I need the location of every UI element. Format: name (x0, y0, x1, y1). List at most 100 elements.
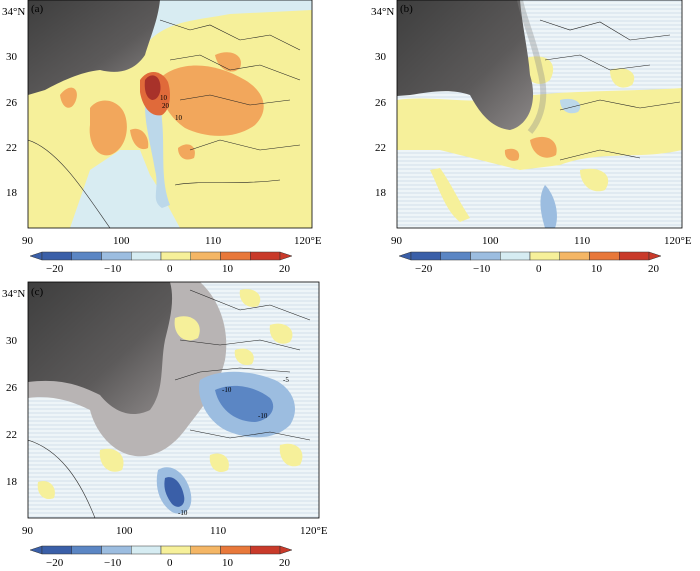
colorbar-swatch (529, 251, 560, 261)
panel-a-peak-cell (144, 75, 161, 100)
panel-a-contour-label: 20 (162, 102, 170, 110)
panel-a-colorbar: −20 −10 0 10 20 (29, 251, 293, 275)
panel-b: (b) 34°N 30 26 22 18 90 100 110 120°E −2… (371, 0, 692, 275)
panel-b-positive-cell (504, 148, 520, 161)
panel-b-positive-cell (580, 168, 609, 192)
colorbar-extend-high (279, 251, 293, 261)
panel-c-strong-negative (215, 385, 274, 422)
colorbar-tick: −20 (415, 263, 433, 275)
colorbar-extend-high (279, 545, 293, 555)
panel-a-positive-cell (89, 100, 127, 156)
colorbar-swatch (220, 251, 251, 261)
panel-b-positive-cell (530, 136, 557, 158)
panel-a-lat-tick: 30 (6, 51, 18, 63)
panel-b-tag: (b) (400, 3, 413, 15)
panel-c-lat-tick: 30 (6, 335, 18, 347)
colorbar-tick: 20 (648, 263, 660, 275)
panel-b-positive-area (397, 88, 682, 170)
panel-c-positive-cell (279, 443, 303, 467)
panel-c-lon-tick: 90 (22, 525, 34, 537)
colorbar-swatch (410, 251, 441, 261)
panel-c-lat-tick: 18 (6, 476, 18, 488)
colorbar-swatch (131, 251, 162, 261)
panel-b-frame (396, 0, 683, 229)
panel-a-contour (28, 139, 111, 228)
panel-b-lon-tick: 110 (574, 235, 591, 247)
panel-c-contour-label: -10 (178, 509, 188, 517)
colorbar-swatch (250, 545, 281, 555)
panel-a-positive-cell (159, 65, 264, 136)
panel-b-colorbar: −20 −10 0 10 20 (398, 251, 662, 275)
panel-c-lat-tick: 22 (6, 429, 17, 441)
colorbar-tick: −20 (46, 557, 64, 569)
panel-a-positive-cell (215, 52, 241, 72)
colorbar-tick: −10 (104, 263, 122, 275)
colorbar-swatch (589, 251, 620, 261)
panel-a-lat-tick: 18 (6, 187, 18, 199)
panel-c-lon-tick: 110 (210, 525, 227, 537)
panel-a-positive-cell (60, 87, 77, 108)
panel-b-lon-tick: 90 (391, 235, 403, 247)
colorbar-extend-low (29, 251, 43, 261)
panel-a-lat-tick: 26 (6, 97, 18, 109)
colorbar-tick: −20 (46, 263, 64, 275)
colorbar-swatch (160, 545, 191, 555)
colorbar-swatch (250, 251, 281, 261)
panel-c-lat-tick: 26 (6, 382, 18, 394)
panel-c-contour-label: -10 (258, 412, 268, 420)
panel-a-borders (159, 19, 301, 186)
panel-c-lon-tick: 120°E (300, 525, 328, 537)
panel-a-lon-tick: 90 (22, 235, 34, 247)
colorbar-swatch (101, 251, 132, 261)
panel-c-borders (174, 289, 311, 441)
colorbar-swatch (41, 251, 72, 261)
panel-a-lon-tick: 120°E (294, 235, 322, 247)
panel-c-lon-tick: 100 (116, 525, 133, 537)
panel-c-colorbar: −20 −10 0 10 20 (29, 545, 293, 569)
panel-c-positive-cell (99, 448, 124, 472)
panel-b-lat-tick: 26 (375, 97, 387, 109)
colorbar-swatch (101, 545, 132, 555)
colorbar-swatch (559, 251, 590, 261)
colorbar-extend-high (648, 251, 662, 261)
panel-b-lon-tick: 120°E (664, 235, 692, 247)
colorbar-swatch (190, 251, 221, 261)
panel-a-positive-cell (130, 128, 149, 150)
panel-a-terrain-mask (28, 0, 160, 95)
panel-a-contour-label: 10 (175, 114, 183, 122)
colorbar-swatch (619, 251, 650, 261)
panel-c-tag: (c) (31, 286, 44, 298)
panel-c-terrain-mask (28, 282, 173, 415)
panel-a-positive-cell (178, 144, 195, 160)
colorbar-swatch (71, 545, 102, 555)
colorbar-swatch (190, 545, 221, 555)
panel-a-tag: (a) (31, 3, 44, 15)
panel-b-terrain-edge (517, 0, 547, 134)
panel-b-lon-tick: 100 (482, 235, 499, 247)
colorbar-swatch (440, 251, 471, 261)
panel-c-positive-cell (209, 453, 229, 473)
colorbar-tick: 10 (222, 263, 234, 275)
panel-c-positive-cell (269, 323, 293, 344)
colorbar-tick: 10 (591, 263, 603, 275)
panel-b-negative-cell (560, 98, 581, 114)
panel-c-positive-cell (37, 480, 55, 500)
colorbar-tick: 20 (279, 557, 291, 569)
panel-a-negative-strip (145, 85, 170, 208)
colorbar-swatch (41, 545, 72, 555)
colorbar-swatch (500, 251, 531, 261)
panel-c: (c) 34°N 30 26 22 18 90 100 110 120°E -1… (2, 281, 328, 569)
colorbar-tick: −10 (473, 263, 491, 275)
panel-c-contour (28, 439, 96, 518)
panel-b-terrain-mask (397, 0, 534, 130)
colorbar-tick: 0 (536, 263, 542, 275)
panel-c-positive-cell (234, 348, 254, 366)
panel-a-lat-tick: 34°N (2, 6, 25, 18)
panel-c-frame (27, 281, 320, 519)
panel-b-positive-cell (610, 68, 635, 88)
panel-b-lat-tick: 22 (375, 142, 386, 154)
panel-c-positive-cell (239, 289, 261, 308)
panel-a: (a) 34°N 30 26 22 18 90 100 110 120°E 10… (2, 0, 322, 275)
colorbar-swatch (71, 251, 102, 261)
